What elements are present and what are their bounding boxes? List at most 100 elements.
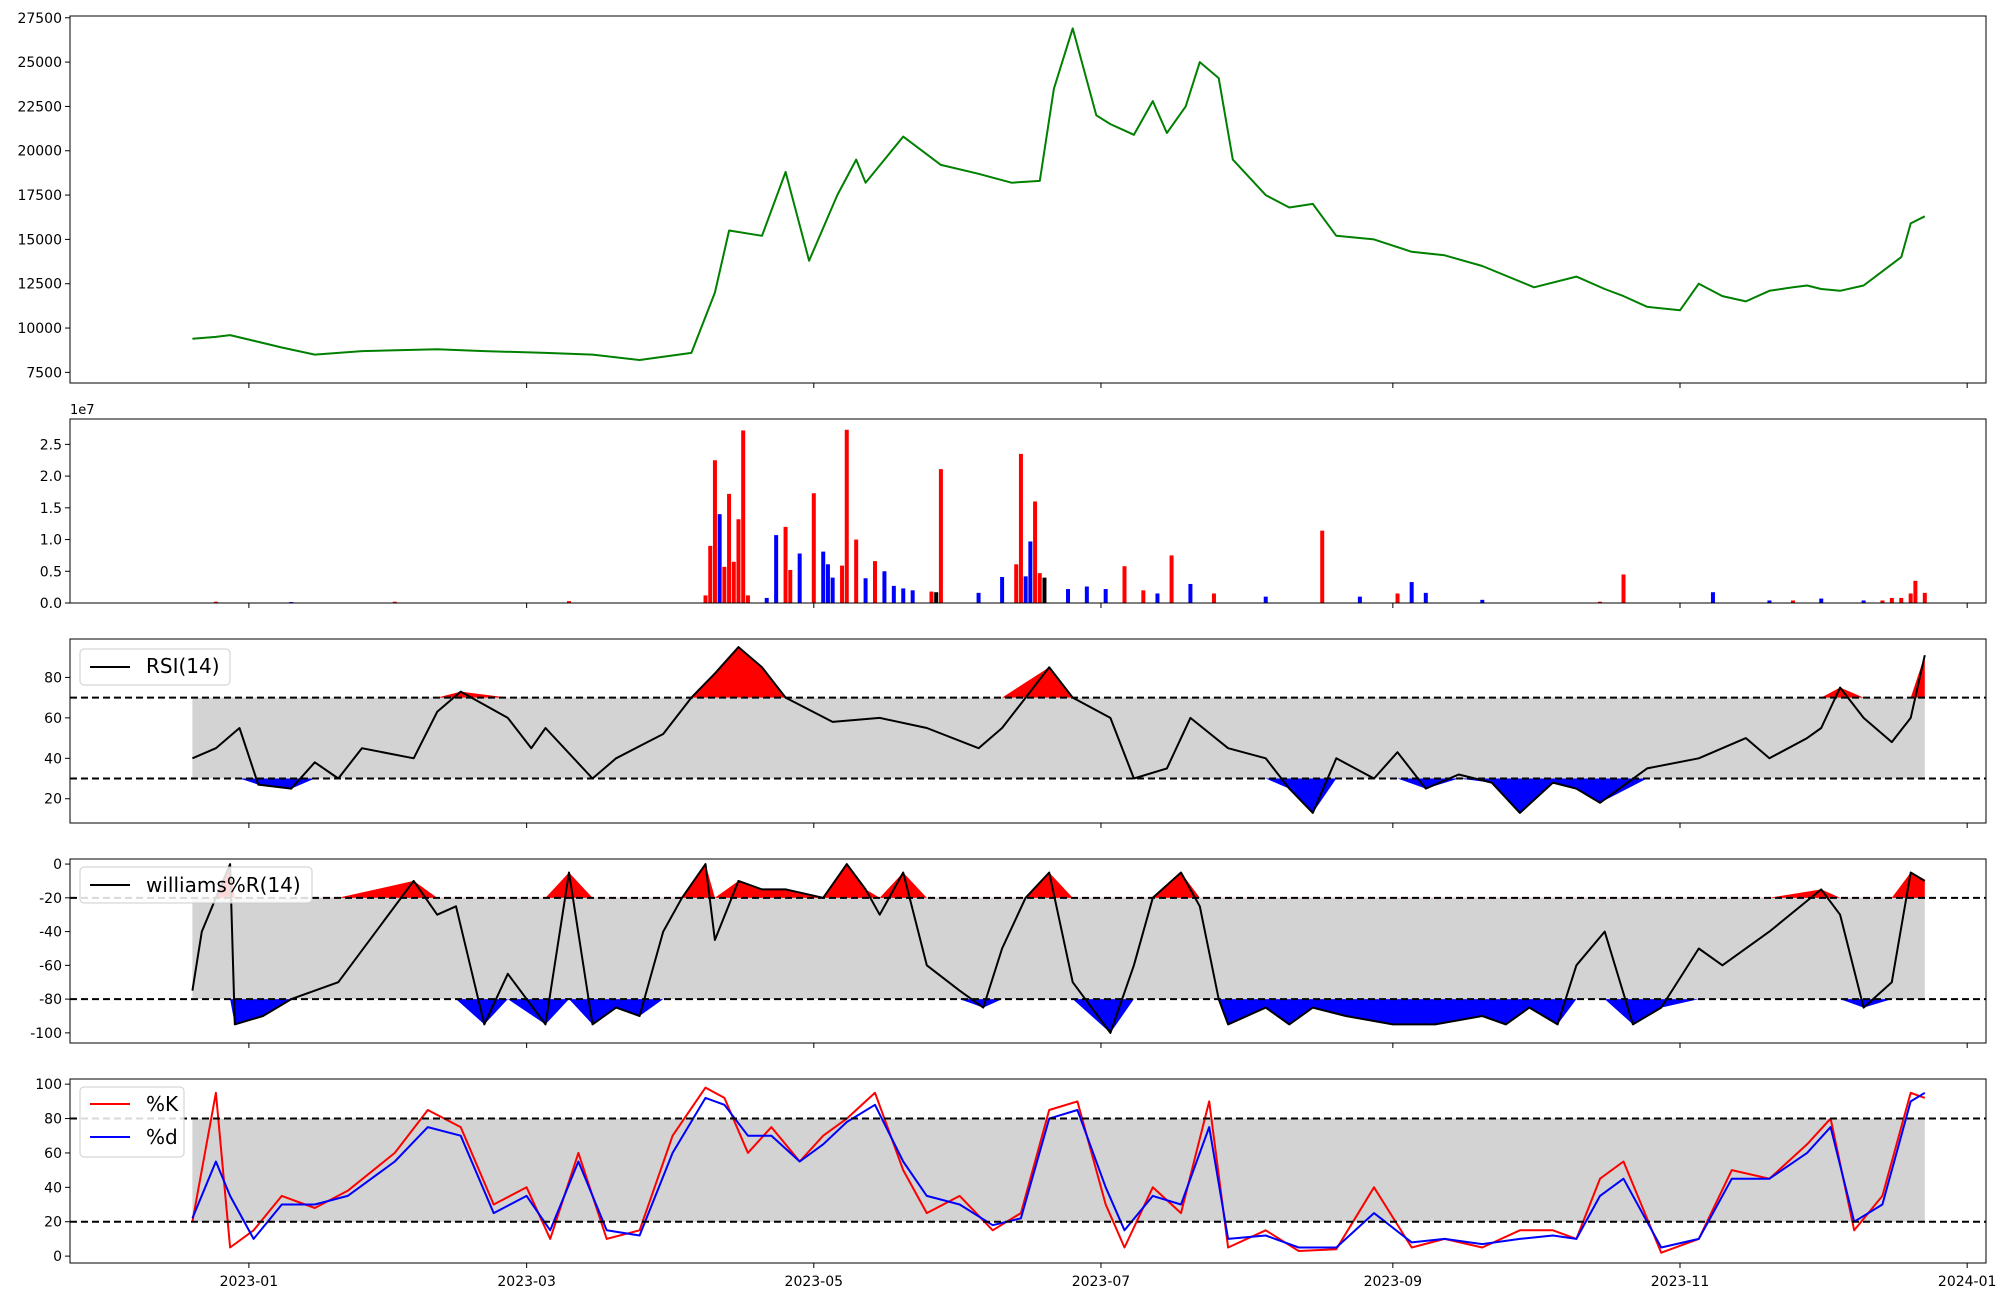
volume-bar bbox=[783, 526, 788, 603]
stoch-frame bbox=[69, 1078, 1987, 1264]
volume-frame bbox=[69, 418, 1987, 604]
stoch-legend: %K %d bbox=[79, 1086, 185, 1158]
volume-bar bbox=[774, 535, 779, 603]
volume-bar bbox=[929, 591, 934, 603]
volume-bar bbox=[736, 519, 741, 603]
volume-bar bbox=[840, 565, 845, 603]
volume-bar bbox=[821, 551, 826, 603]
volume-bar bbox=[910, 590, 915, 603]
volume-bar bbox=[1103, 589, 1108, 603]
volume-bar bbox=[764, 597, 769, 603]
volume-bar bbox=[825, 564, 830, 603]
volume-bar bbox=[727, 493, 732, 603]
volume-bar bbox=[934, 592, 939, 603]
volume-bar bbox=[1155, 593, 1160, 603]
x-axis-tick-label: 2023-07 bbox=[1072, 1274, 1131, 1290]
volume-bar bbox=[1066, 589, 1071, 603]
volume-bar bbox=[1357, 596, 1362, 603]
x-axis-tick-label: 2023-11 bbox=[1651, 1274, 1710, 1290]
rsi-band-fill bbox=[192, 697, 1925, 779]
williams-plot-layer bbox=[70, 863, 1986, 1034]
price-panel: 7500 10000 12500 15000 17500 20000 22500 25000 2… bbox=[17, 11, 1987, 384]
stoch-y-axis-tick-label: 100 bbox=[35, 1077, 62, 1093]
stoch-y-axis-tick-label: 60 bbox=[44, 1146, 62, 1162]
volume-bar bbox=[717, 514, 722, 603]
williams-y-axis-tick-label: -20 bbox=[39, 891, 62, 907]
volume-bar bbox=[1889, 597, 1894, 603]
volume-bar bbox=[811, 493, 816, 603]
x-axis-tick-label: 2023-05 bbox=[785, 1274, 844, 1290]
price-y-axis-tick-label: 10000 bbox=[17, 321, 62, 337]
volume-bar bbox=[712, 460, 717, 603]
volume-y-axis: 0.0 0.5 1.0 1.5 2.0 2.5 bbox=[40, 437, 70, 612]
volume-bar bbox=[1320, 530, 1325, 603]
volume-bar bbox=[722, 566, 727, 603]
volume-bar bbox=[1263, 596, 1268, 603]
williams-panel: 0 -20 -40 -60 -80 -100 williams%R(14) bbox=[30, 857, 1987, 1044]
volume-bar bbox=[1819, 598, 1824, 603]
stoch-legend-k-label: %K bbox=[146, 1092, 179, 1116]
rsi-legend-label: RSI(14) bbox=[146, 654, 220, 678]
williams-overbought-fill bbox=[192, 864, 1925, 898]
x-axis-tick-label: 2023-09 bbox=[1364, 1274, 1423, 1290]
volume-bar bbox=[882, 571, 887, 603]
stoch-legend-d-label: %d bbox=[146, 1125, 178, 1149]
volume-bar bbox=[901, 588, 906, 603]
volume-bar bbox=[1084, 586, 1089, 603]
price-y-axis-tick-label: 7500 bbox=[26, 365, 62, 381]
volume-bar bbox=[891, 585, 896, 603]
volume-bar bbox=[1000, 576, 1005, 603]
volume-bar bbox=[1023, 576, 1028, 603]
williams-series-line bbox=[191, 863, 1926, 1034]
williams-y-axis-tick-label: -60 bbox=[39, 958, 62, 974]
williams-y-axis: 0 -20 -40 -60 -80 -100 bbox=[30, 857, 70, 1042]
price-y-axis-tick-label: 15000 bbox=[17, 232, 62, 248]
rsi-y-axis-tick-label: 60 bbox=[44, 711, 62, 727]
stoch-y-axis: 0 20 40 60 80 100 bbox=[35, 1077, 70, 1265]
stoch-series-d-line bbox=[191, 1091, 1926, 1249]
williams-y-axis-tick-label: -40 bbox=[39, 925, 62, 941]
price-y-axis: 7500 10000 12500 15000 17500 20000 22500 25000 2… bbox=[17, 11, 70, 381]
volume-y-axis-tick-label: 0.0 bbox=[40, 596, 62, 612]
volume-bar bbox=[1861, 600, 1866, 603]
williams-frame bbox=[69, 858, 1987, 1044]
rsi-legend-box bbox=[79, 648, 231, 686]
volume-bar bbox=[938, 469, 943, 603]
volume-bar bbox=[1899, 597, 1904, 603]
volume-bar bbox=[1423, 592, 1428, 603]
volume-bar bbox=[1028, 541, 1033, 603]
volume-bar bbox=[1395, 593, 1400, 603]
volume-bar bbox=[1211, 593, 1216, 603]
volume-bar bbox=[1122, 566, 1127, 603]
stoch-series-k-line bbox=[191, 1086, 1926, 1254]
price-y-axis-tick-label: 27500 bbox=[17, 11, 62, 27]
volume-bar bbox=[1169, 555, 1174, 603]
volume-bar bbox=[1922, 592, 1927, 603]
volume-bar bbox=[745, 595, 750, 603]
stoch-y-axis-tick-label: 0 bbox=[53, 1249, 62, 1265]
volume-y-axis-tick-label: 1.5 bbox=[40, 501, 62, 517]
stoch-panel: 0 20 40 60 80 100 %K %d bbox=[35, 1077, 1987, 1265]
rsi-legend: RSI(14) bbox=[79, 648, 231, 686]
x-axis-tick-label: 2024-01 bbox=[1938, 1274, 1997, 1290]
volume-bar bbox=[1908, 593, 1913, 603]
price-frame bbox=[69, 15, 1987, 384]
volume-bar bbox=[708, 545, 713, 603]
volume-bar bbox=[1880, 600, 1885, 603]
rsi-plot-layer bbox=[70, 646, 1986, 814]
rsi-panel: 20 40 60 80 RSI(14) bbox=[44, 638, 1987, 824]
price-y-axis-tick-label: 22500 bbox=[17, 99, 62, 115]
volume-bar bbox=[731, 561, 736, 603]
price-y-axis-tick-label: 12500 bbox=[17, 277, 62, 293]
rsi-y-axis-tick-label: 20 bbox=[44, 792, 62, 808]
williams-legend: williams%R(14) bbox=[79, 866, 313, 904]
volume-bar bbox=[1409, 582, 1414, 603]
volume-bar bbox=[797, 553, 802, 603]
stoch-y-axis-tick-label: 20 bbox=[44, 1215, 62, 1231]
price-series-line bbox=[192, 27, 1926, 361]
rsi-y-axis: 20 40 60 80 bbox=[44, 670, 70, 808]
volume-bar bbox=[213, 601, 218, 603]
volume-bar bbox=[976, 592, 981, 603]
